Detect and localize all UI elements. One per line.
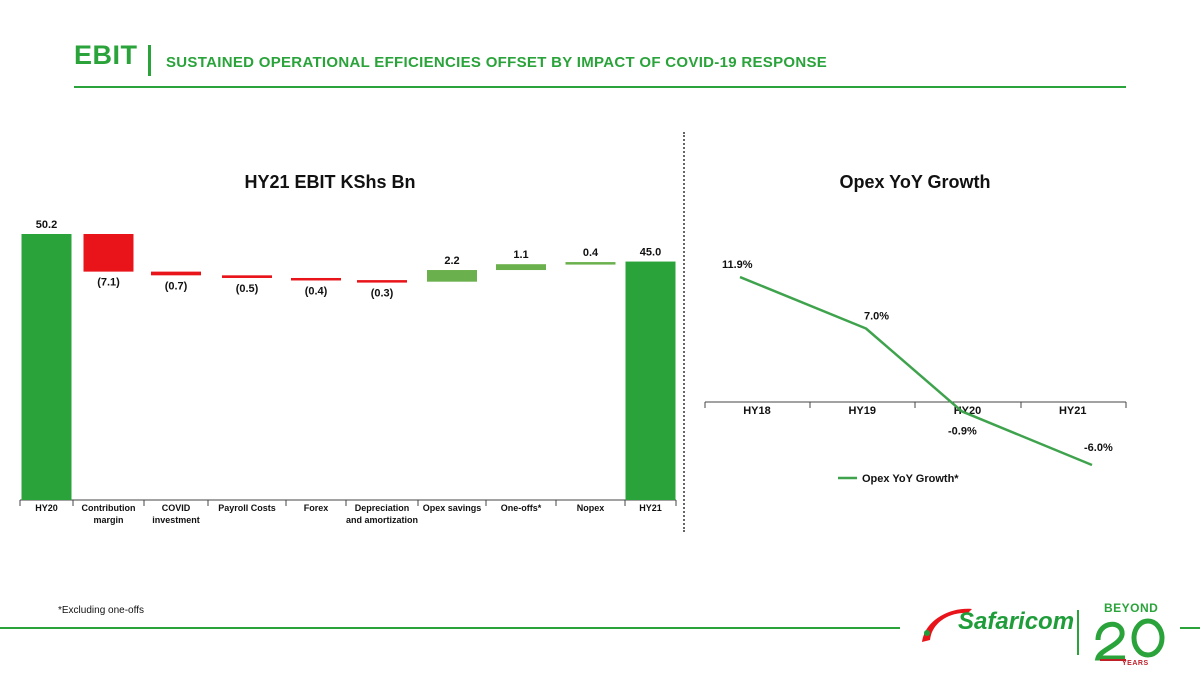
line-chart: HY18 HY19 HY20 HY21 11.9% 7.0% -0.9% -6.0% Opex … <box>704 259 1127 485</box>
waterfall-category-label-9-0: HY21 <box>639 503 662 513</box>
waterfall-data-label-6: 2.2 <box>444 255 459 267</box>
header-rule <box>74 86 1126 88</box>
waterfall-bar-1 <box>83 234 134 272</box>
footer-rule <box>0 627 900 629</box>
waterfall-data-label-4: (0.4) <box>305 285 328 297</box>
line-category-label-1: HY19 <box>848 405 876 417</box>
waterfall-data-label-9: 45.0 <box>640 247 661 259</box>
waterfall-category-label-1-0: Contribution <box>82 503 136 513</box>
waterfall-category-label-5-0: Depreciation <box>355 503 410 513</box>
page-title: EBIT <box>74 40 138 70</box>
waterfall-bar-6 <box>427 270 477 282</box>
waterfall-category-label-2-0: COVID <box>162 503 191 513</box>
waterfall-data-label-7: 1.1 <box>513 249 528 261</box>
chart-divider <box>683 132 685 532</box>
safaricom-wordmark: Safaricom <box>958 608 1075 635</box>
line-category-label-0: HY18 <box>743 405 771 417</box>
waterfall-data-label-1: (7.1) <box>97 277 120 289</box>
waterfall-category-label-3-0: Payroll Costs <box>218 503 276 513</box>
beyond-label: BEYOND <box>1104 601 1159 615</box>
waterfall-bar-4 <box>291 277 341 281</box>
waterfall-bar-2 <box>151 271 201 276</box>
line-data-label-0: 11.9% <box>722 259 753 271</box>
waterfall-data-label-3: (0.5) <box>236 283 259 295</box>
waterfall-data-label-0: 50.2 <box>36 219 57 231</box>
line-data-label-3: -6.0% <box>1084 442 1113 454</box>
waterfall-data-label-8: 0.4 <box>583 247 599 259</box>
waterfall-bar-8 <box>565 262 616 265</box>
waterfall-bar-3 <box>222 275 272 278</box>
page-subtitle: SUSTAINED OPERATIONAL EFFICIENCIES OFFSE… <box>166 54 828 71</box>
waterfall-bar-0 <box>21 234 72 500</box>
waterfall-category-label-2-1: investment <box>152 515 200 525</box>
line-category-label-2: HY20 <box>954 405 982 417</box>
line-chart-title: Opex YoY Growth <box>839 172 991 192</box>
waterfall-chart: 50.2 HY20 (7.1) Contribution margin (0.7) COVI… <box>19 219 677 525</box>
waterfall-category-label-8-0: Nopex <box>577 503 605 513</box>
opex-growth-line <box>739 275 1093 467</box>
waterfall-bar-5 <box>357 280 407 283</box>
legend-label: Opex YoY Growth* <box>862 473 959 485</box>
brand-separator <box>1077 610 1079 655</box>
waterfall-data-label-2: (0.7) <box>165 280 188 292</box>
waterfall-chart-title: HY21 EBIT KShs Bn <box>244 172 416 192</box>
footnote: *Excluding one-offs <box>58 605 144 616</box>
waterfall-bar-9 <box>625 261 676 500</box>
waterfall-data-label-5: (0.3) <box>371 288 394 300</box>
waterfall-bar-7 <box>496 264 546 271</box>
line-data-label-1: 7.0% <box>864 311 889 323</box>
waterfall-category-label-4-0: Forex <box>304 503 329 513</box>
waterfall-category-label-6-0: Opex savings <box>423 503 482 513</box>
years-label: YEARS <box>1122 660 1149 667</box>
title-separator <box>148 45 151 76</box>
waterfall-category-label-7-0: One-offs* <box>501 503 542 513</box>
waterfall-category-label-1-1: margin <box>93 515 123 525</box>
line-category-label-3: HY21 <box>1059 405 1087 417</box>
waterfall-category-label-5-1: and amortization <box>346 515 418 525</box>
waterfall-category-label-0-0: HY20 <box>35 503 58 513</box>
footer-rule-right <box>1180 627 1200 629</box>
line-data-label-2: -0.9% <box>948 425 977 437</box>
